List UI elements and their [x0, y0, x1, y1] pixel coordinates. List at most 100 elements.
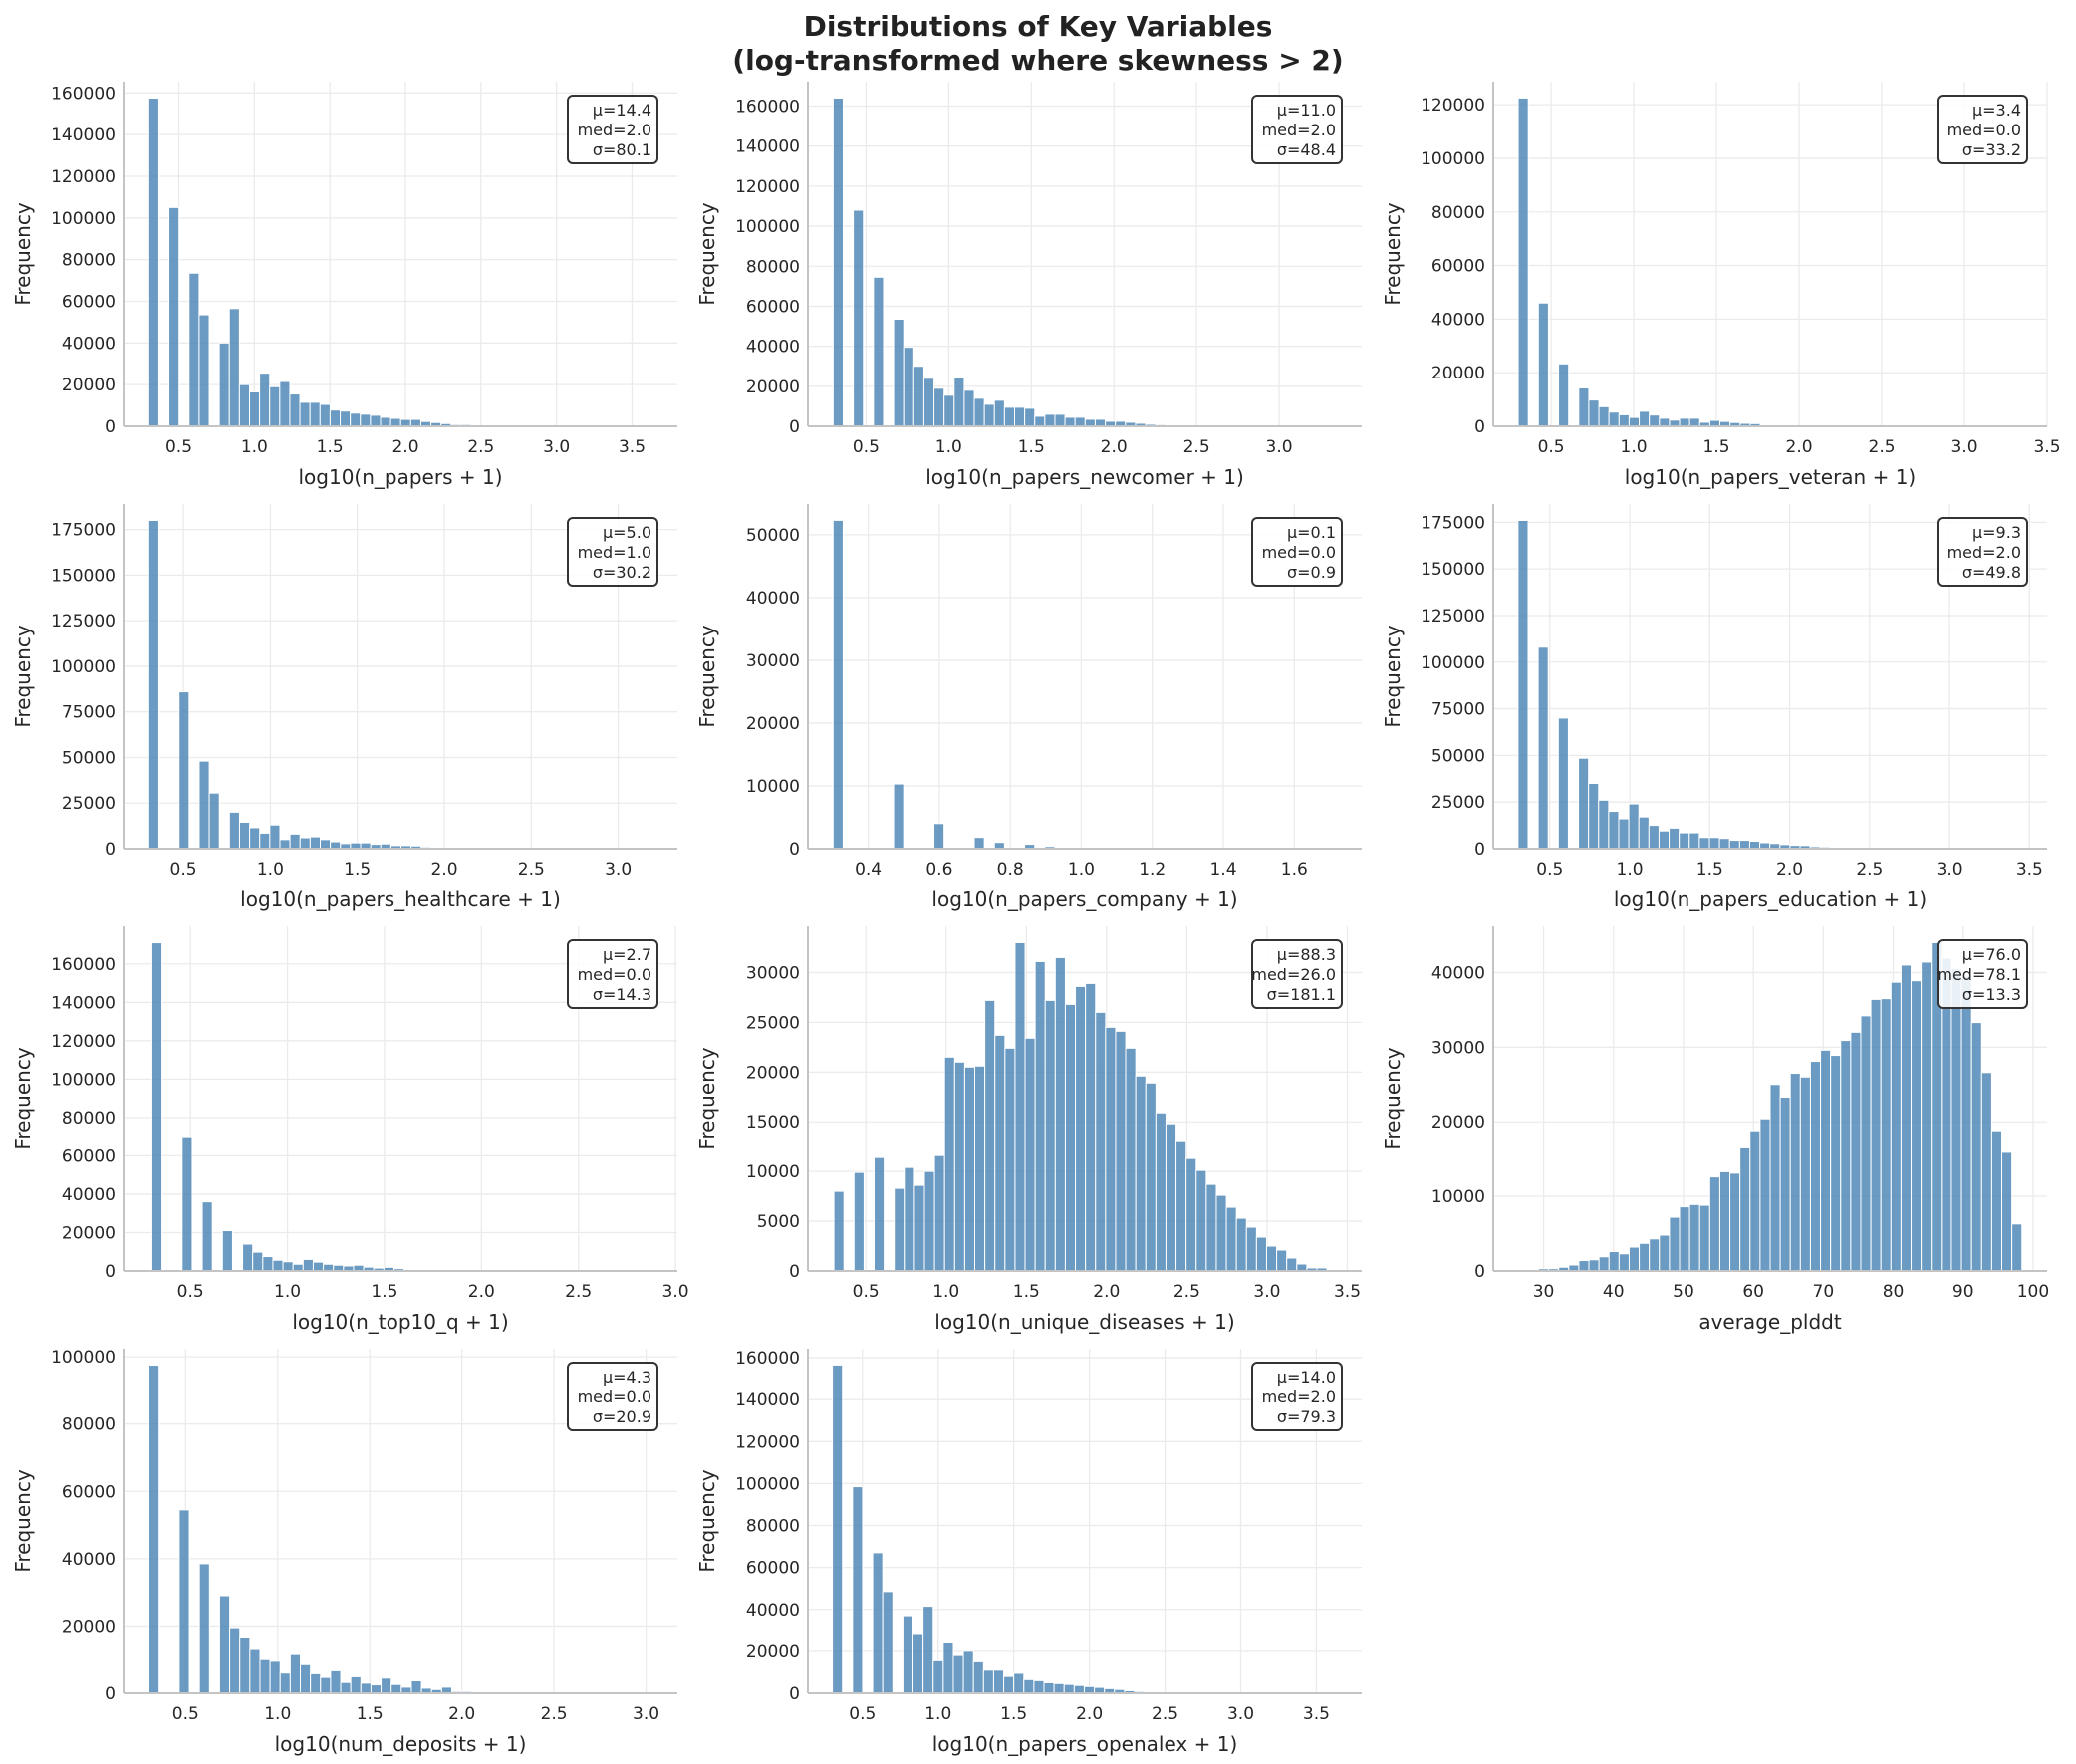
histogram-bar [340, 1681, 352, 1694]
histogram-bar [1598, 405, 1610, 427]
x-axis-label: log10(n_papers + 1) [298, 465, 502, 489]
y-tick-label: 140000 [735, 1390, 800, 1410]
y-tick-label: 100000 [51, 1348, 116, 1368]
histogram-panel: 0.5 1.0 1.5 2.0 2.5 3.0 3.5 0 20000 40000 60000 800… [695, 1349, 1362, 1756]
stats-line: σ=48.4 [1277, 140, 1336, 159]
histogram-bar [1165, 1123, 1177, 1272]
x-tick-label: 3.0 [543, 437, 570, 457]
x-tick-label: 1.0 [1621, 437, 1648, 457]
histogram-bar [952, 1654, 964, 1694]
histogram-bar [903, 347, 914, 427]
histogram-bar [330, 841, 342, 850]
histogram-bar [330, 1669, 342, 1694]
x-tick-label: 3.0 [605, 860, 632, 880]
histogram-panel: 0.5 1.0 1.5 2.0 2.5 3.0 3.5 0 20000 40000 60000 800… [11, 82, 677, 489]
histogram-bar [2001, 1151, 2013, 1272]
stats-line: med=78.1 [1937, 965, 2021, 984]
x-tick-label: 2.0 [1786, 437, 1813, 457]
x-tick-label: 1.0 [241, 437, 268, 457]
histogram-bar [904, 1166, 915, 1272]
stats-box [1251, 517, 1343, 587]
histogram-bar [1205, 1183, 1217, 1272]
histogram-bar [289, 833, 301, 850]
stats-box [567, 939, 658, 1009]
x-tick-label: 1.5 [1696, 860, 1723, 880]
histogram-bar [1537, 302, 1549, 427]
histogram-bar [973, 837, 985, 850]
y-tick-label: 125000 [1421, 607, 1485, 627]
histogram-bar [1145, 1082, 1157, 1272]
y-axis-label: Frequency [1381, 1047, 1405, 1149]
histogram-bar [1225, 1206, 1237, 1272]
histogram-bar [1054, 956, 1066, 1272]
histogram-bar [832, 1364, 844, 1694]
histogram-bar [1669, 1216, 1681, 1272]
histogram-bar [269, 1660, 281, 1694]
x-axis-label: log10(n_papers_newcomer + 1) [925, 465, 1244, 489]
histogram-bar [872, 1552, 884, 1694]
stats-line: σ=49.8 [1962, 563, 2021, 582]
histogram-bar [350, 1675, 362, 1694]
y-tick-label: 120000 [51, 1032, 116, 1052]
histogram-bar [1054, 413, 1066, 427]
stats-line: μ=88.3 [1277, 945, 1336, 964]
x-tick-label: 1.5 [1000, 1704, 1027, 1724]
histogram-bar [933, 387, 945, 427]
histogram-panel: 30 40 50 60 70 80 90 100 0 10000 20000 30000 40000 av… [1381, 926, 2049, 1334]
histogram-bar [360, 413, 372, 427]
histogram-bar [310, 1672, 322, 1694]
histogram-bar [1830, 1055, 1842, 1272]
histogram-bar [1084, 418, 1096, 427]
histogram-bar [320, 1676, 332, 1694]
y-tick-label: 140000 [735, 137, 800, 157]
histogram-bar [1708, 837, 1720, 850]
histogram-bar [912, 1633, 924, 1694]
histogram-bar [1688, 417, 1700, 427]
y-tick-label: 0 [1474, 1262, 1485, 1282]
y-tick-label: 15000 [746, 1113, 800, 1133]
y-tick-label: 75000 [62, 703, 116, 723]
histogram-bar [1739, 1146, 1751, 1272]
histogram-bar [168, 206, 180, 427]
histogram-bar [932, 1659, 944, 1694]
stats-line: med=0.0 [1947, 121, 2021, 139]
histogram-bar [1598, 799, 1610, 850]
x-tick-label: 50 [1673, 1282, 1694, 1302]
x-tick-label: 100 [2017, 1282, 2049, 1302]
histogram-bar [279, 839, 291, 850]
y-tick-label: 40000 [1431, 963, 1485, 983]
histogram-bar [1033, 1679, 1045, 1694]
x-tick-label: 1.2 [1139, 860, 1166, 880]
x-tick-label: 3.0 [1950, 437, 1977, 457]
y-tick-label: 125000 [51, 612, 116, 631]
x-tick-label: 0.5 [165, 437, 192, 457]
x-tick-label: 3.5 [619, 437, 646, 457]
y-tick-label: 40000 [746, 1601, 800, 1621]
x-tick-label: 70 [1813, 1282, 1835, 1302]
stats-box [567, 517, 658, 587]
y-axis-label: Frequency [695, 202, 719, 305]
x-tick-label: 80 [1883, 1282, 1905, 1302]
histogram-panel: 0.5 1.0 1.5 2.0 2.5 3.0 0 20000 40000 60000 80000 1… [11, 926, 689, 1334]
histogram-bar [882, 1591, 894, 1694]
x-tick-label: 0.8 [997, 860, 1024, 880]
y-tick-label: 160000 [51, 84, 116, 104]
x-tick-label: 2.0 [1076, 1704, 1103, 1724]
histogram-bar [853, 209, 865, 427]
histogram-bar [299, 837, 311, 850]
histogram-bar [1679, 832, 1690, 850]
histogram-bar [319, 839, 332, 850]
histogram-panel: 0.5 1.0 1.5 2.0 2.5 3.0 0 20000 40000 60000 80000 1… [11, 1348, 677, 1756]
y-tick-label: 20000 [62, 1617, 116, 1637]
histogram-bar [1759, 1118, 1771, 1272]
stats-box [1251, 1362, 1343, 1431]
y-tick-label: 20000 [746, 1063, 800, 1083]
histogram-bar [1024, 1037, 1036, 1272]
histogram-bar [1718, 1170, 1731, 1272]
histogram-bar [873, 276, 885, 427]
y-tick-label: 80000 [62, 1415, 116, 1435]
histogram-bar [312, 1261, 325, 1272]
histogram-bar [1748, 841, 1761, 850]
histogram-bar [259, 373, 271, 427]
y-tick-label: 120000 [735, 1432, 800, 1452]
